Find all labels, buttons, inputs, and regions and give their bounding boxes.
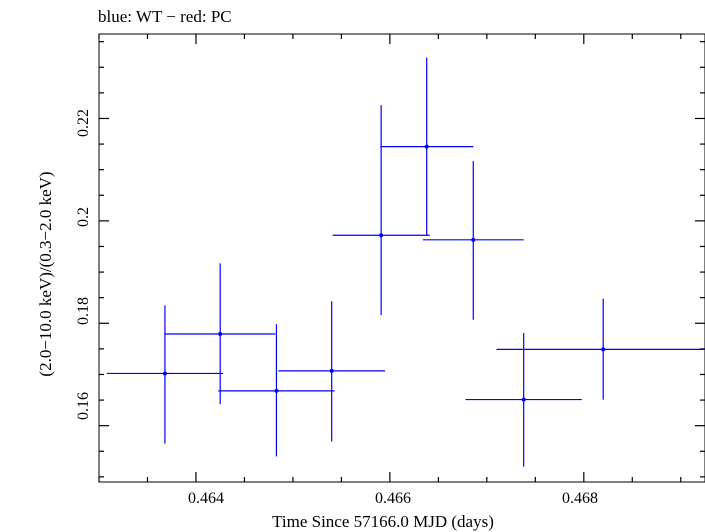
x-tick-label-0.468: 0.468 — [562, 490, 598, 507]
y-tick-label-0.2: 0.2 — [75, 207, 92, 227]
data-marker — [379, 233, 384, 238]
y-tick-label-0.16: 0.16 — [75, 392, 92, 420]
data-marker — [218, 332, 223, 337]
data-point — [106, 305, 224, 444]
data-marker — [424, 144, 429, 149]
major-ticks — [99, 34, 705, 482]
chart-title: blue: WT − red: PC — [98, 7, 232, 26]
data-point — [496, 298, 705, 400]
x-axis-label: Time Since 57166.0 MJD (days) — [272, 512, 494, 531]
data-marker — [274, 388, 279, 393]
x-tick-label-0.464: 0.464 — [188, 490, 224, 507]
plot-frame — [98, 33, 705, 483]
x-tick-label-0.466: 0.466 — [375, 490, 411, 507]
data-point — [218, 324, 335, 457]
data-point — [164, 263, 276, 405]
data-point — [380, 57, 474, 236]
data-point — [422, 160, 524, 320]
data-layer — [106, 57, 705, 467]
data-point — [465, 333, 582, 467]
data-marker — [521, 397, 526, 402]
data-marker — [601, 347, 606, 352]
minor-ticks — [98, 34, 705, 482]
y-tick-label-0.22: 0.22 — [75, 109, 92, 137]
data-marker — [471, 237, 476, 242]
data-marker — [162, 371, 167, 376]
data-point — [278, 301, 386, 442]
data-marker — [329, 368, 334, 373]
y-tick-label-0.18: 0.18 — [75, 297, 92, 325]
y-axis-label: (2.0−10.0 keV)/(0.3−2.0 keV) — [36, 171, 55, 376]
data-point — [332, 105, 430, 316]
